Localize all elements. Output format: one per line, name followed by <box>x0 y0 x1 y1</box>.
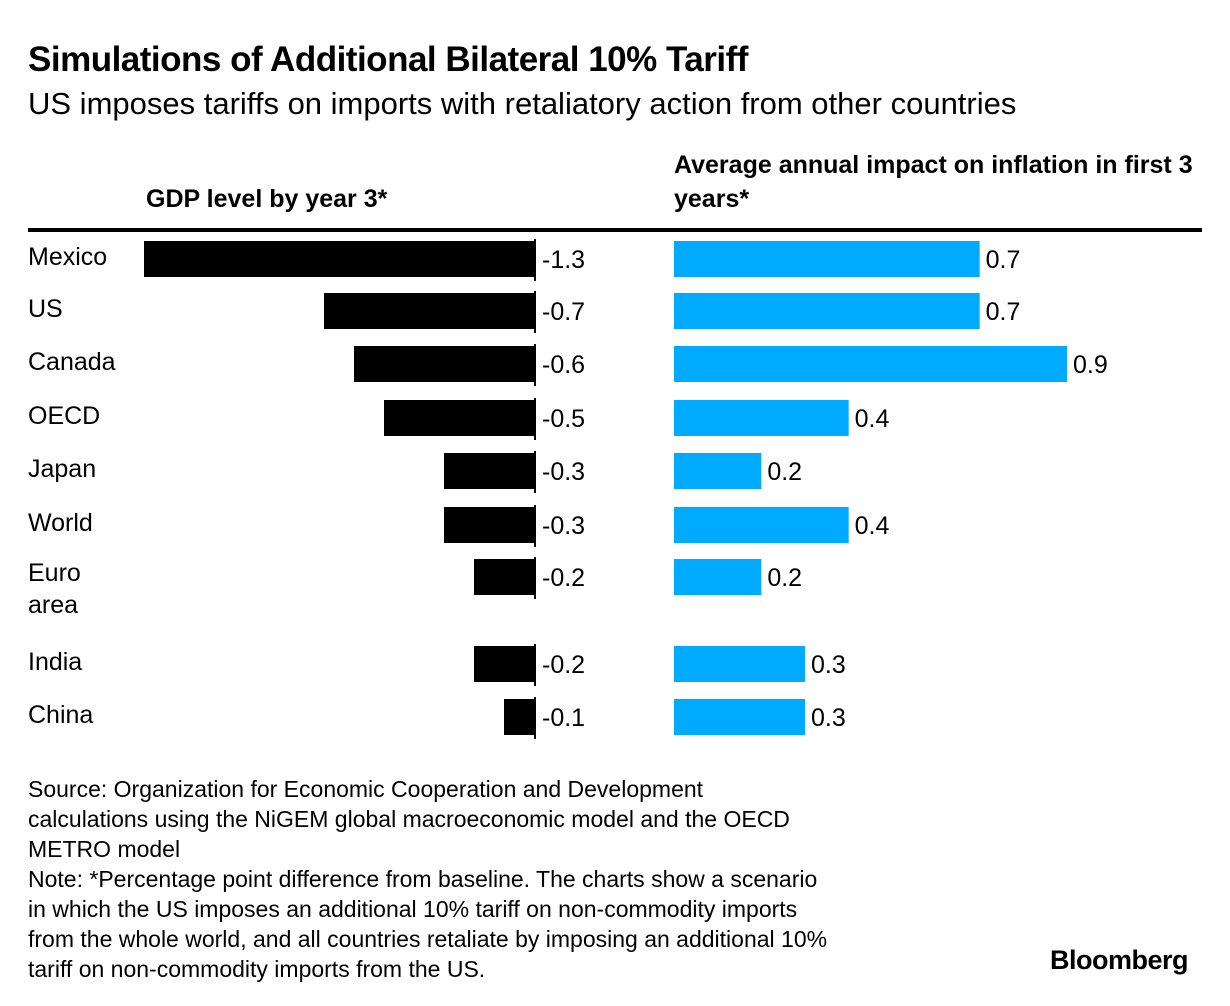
category-label: China <box>28 701 93 729</box>
inflation-value-label: 0.7 <box>986 298 1021 326</box>
gdp-value-label: -0.3 <box>542 458 585 486</box>
category-label: Mexico <box>28 243 107 271</box>
inflation-bar <box>674 346 1067 382</box>
source-line: Source: Organization for Economic Cooper… <box>28 776 704 802</box>
category-label: World <box>28 509 93 537</box>
note-line: in which the US imposes an additional 10… <box>28 896 798 922</box>
chart-title: Simulations of Additional Bilateral 10% … <box>28 40 748 79</box>
inflation-value-label: 0.3 <box>811 704 846 732</box>
category-label: Japan <box>28 455 96 483</box>
inflation-panel-title: Average annual impact on inflation in fi… <box>674 151 1193 213</box>
category-label: Euro area <box>28 559 81 619</box>
source-line: METRO model <box>28 836 181 862</box>
inflation-bar <box>674 559 762 595</box>
header-rule <box>28 228 1202 232</box>
category-label: Canada <box>28 348 116 376</box>
inflation-value-label: 0.2 <box>767 458 802 486</box>
gdp-panel-title: GDP level by year 3* <box>146 185 388 213</box>
inflation-bar <box>674 241 980 277</box>
gdp-bar <box>384 400 534 436</box>
inflation-value-label: 0.4 <box>855 405 890 433</box>
source-line: calculations using the NiGEM global macr… <box>28 806 790 832</box>
inflation-value-label: 0.7 <box>986 246 1021 274</box>
note-line: Note: *Percentage point difference from … <box>28 866 818 892</box>
inflation-bar <box>674 646 805 682</box>
gdp-bar <box>354 346 534 382</box>
gdp-value-label: -0.1 <box>542 704 585 732</box>
gdp-value-label: -0.3 <box>542 512 585 540</box>
category-label: India <box>28 648 82 676</box>
inflation-bar <box>674 400 849 436</box>
gdp-value-label: -0.2 <box>542 651 585 679</box>
gdp-value-label: -0.5 <box>542 405 585 433</box>
note-line: from the whole world, and all countries … <box>28 926 828 952</box>
inflation-value-label: 0.3 <box>811 651 846 679</box>
note-line: tariff on non-commodity imports from the… <box>28 956 486 982</box>
inflation-bar <box>674 699 805 735</box>
gdp-value-label: -0.7 <box>542 298 585 326</box>
category-label: OECD <box>28 402 100 430</box>
gdp-value-label: -1.3 <box>542 246 585 274</box>
gdp-bar <box>444 507 534 543</box>
gdp-bar <box>444 453 534 489</box>
gdp-bar <box>324 293 534 329</box>
gdp-value-label: -0.6 <box>542 351 585 379</box>
inflation-value-label: 0.2 <box>767 564 802 592</box>
gdp-bar <box>474 646 534 682</box>
inflation-value-label: 0.9 <box>1073 351 1108 379</box>
category-label: US <box>28 295 63 323</box>
inflation-bar <box>674 453 762 489</box>
bar-chart: Mexico -1.3 0.7 US -0.7 0.7 Canada -0.6 0.9 OECD -… <box>28 239 1108 739</box>
chart-subtitle: US imposes tariffs on imports with retal… <box>28 86 1017 121</box>
gdp-bar <box>504 699 534 735</box>
gdp-bar <box>144 241 534 277</box>
footer-notes: Source: Organization for Economic Cooper… <box>28 774 988 984</box>
inflation-bar <box>674 293 980 329</box>
inflation-value-label: 0.4 <box>855 512 890 540</box>
gdp-bar <box>474 559 534 595</box>
bloomberg-logo: Bloomberg <box>1050 945 1189 975</box>
inflation-bar <box>674 507 849 543</box>
gdp-value-label: -0.2 <box>542 564 585 592</box>
